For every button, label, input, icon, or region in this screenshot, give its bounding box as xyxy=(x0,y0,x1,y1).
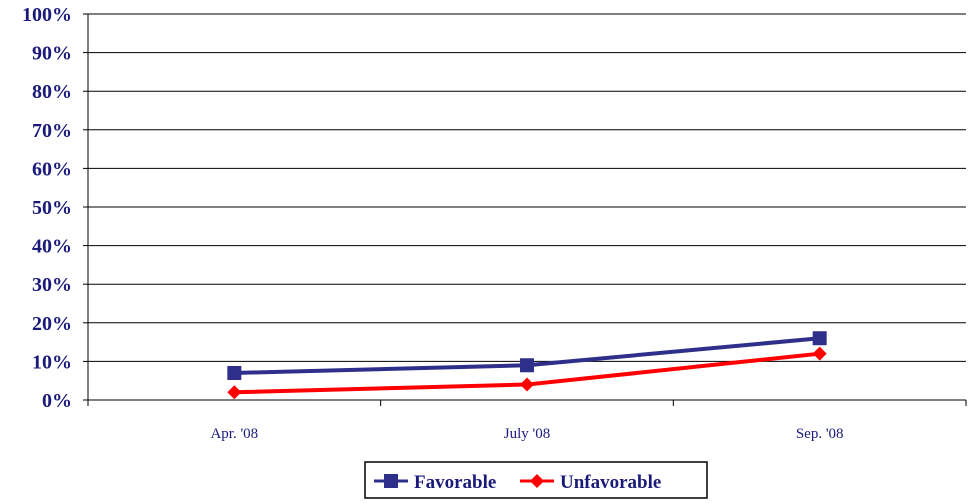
x-tick-label: July '08 xyxy=(504,426,550,442)
y-tick-label: 90% xyxy=(32,43,72,65)
data-point-unfavorable xyxy=(227,385,242,400)
gridlines xyxy=(88,13,966,362)
y-tick-label: 30% xyxy=(32,274,72,296)
y-tick-label: 60% xyxy=(32,158,72,180)
series-lines xyxy=(227,331,827,400)
data-point-favorable xyxy=(812,331,827,346)
data-point-unfavorable xyxy=(520,377,534,392)
x-tick-labels: Apr. '08 July '08 Sep. '08 xyxy=(210,426,843,442)
y-tick-label: 50% xyxy=(32,197,72,219)
y-tick-label: 10% xyxy=(32,351,72,373)
x-tick-label: Apr. '08 xyxy=(210,426,258,442)
y-tick-labels: 0% 10% 20% 30% 40% 50% 60% 70% 80% 90% 100% xyxy=(22,4,72,412)
data-point-favorable xyxy=(520,358,534,373)
x-tick-label: Sep. '08 xyxy=(796,426,844,442)
legend: Favorable Unfavorable xyxy=(364,461,708,499)
y-tick-label: 40% xyxy=(32,236,72,258)
y-tick-label: 70% xyxy=(32,120,72,142)
data-point-favorable xyxy=(227,365,242,380)
legend-marker-favorable xyxy=(384,474,398,488)
legend-label-favorable: Favorable xyxy=(414,472,496,493)
y-tick-label: 0% xyxy=(42,390,72,412)
axes xyxy=(83,13,967,406)
data-point-unfavorable xyxy=(812,346,827,361)
legend-label-unfavorable: Unfavorable xyxy=(560,472,661,493)
y-tick-label: 100% xyxy=(22,4,72,26)
legend-marker-unfavorable xyxy=(530,474,544,488)
y-tick-label: 20% xyxy=(32,313,72,335)
y-tick-label: 80% xyxy=(32,81,72,103)
